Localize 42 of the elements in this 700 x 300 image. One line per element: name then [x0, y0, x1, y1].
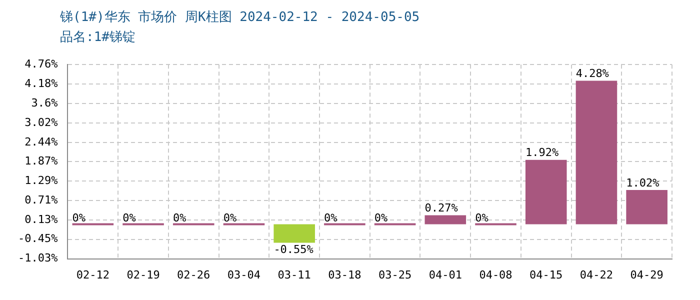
data-label: 0% — [122, 212, 136, 225]
data-label: 0% — [374, 212, 388, 225]
chart-title: 锑(1#)华东 市场价 周K柱图 2024-02-12 - 2024-05-05 — [60, 9, 421, 27]
y-tick-label: 1.29% — [24, 174, 58, 187]
y-tick-label: 3.02% — [24, 116, 58, 129]
x-tick-label: 04-08 — [479, 268, 512, 282]
x-tick-label: 04-22 — [580, 268, 614, 282]
y-tick-label: -0.45% — [18, 232, 58, 246]
data-label: 4.28% — [576, 67, 610, 80]
x-tick-label: 04-15 — [530, 268, 563, 282]
y-tick-label: -1.03% — [18, 252, 58, 265]
bar — [424, 215, 466, 224]
bar — [274, 224, 315, 243]
y-tick-label: 2.44% — [24, 135, 58, 148]
y-tick-label: 4.76% — [24, 57, 58, 70]
data-label: 0% — [72, 212, 86, 225]
chart-subtitle: 品名:1#锑锭 — [60, 29, 136, 47]
x-tick-label: 04-29 — [630, 268, 664, 282]
data-label: 0% — [475, 212, 489, 225]
y-tick-label: 0.13% — [24, 212, 58, 226]
x-tick-label: 03-04 — [227, 268, 261, 282]
x-tick-label: 02-19 — [126, 268, 160, 282]
x-tick-label: 03-18 — [328, 268, 362, 282]
x-tick-label: 03-25 — [378, 268, 412, 282]
x-tick-label: 03-11 — [278, 268, 311, 282]
bar — [626, 190, 668, 224]
x-tick-label: 04-01 — [428, 268, 462, 282]
data-label: 0% — [223, 212, 237, 225]
bar — [576, 80, 618, 224]
x-tick-label: 02-26 — [177, 268, 210, 282]
x-tick-label: 02-12 — [76, 268, 110, 282]
y-tick-label: 4.18% — [24, 76, 58, 90]
data-label: 0% — [172, 212, 187, 225]
bar — [525, 160, 567, 224]
data-label: 0% — [324, 212, 338, 225]
y-tick-label: 3.6% — [31, 96, 58, 110]
data-label: 1.02% — [626, 176, 660, 190]
y-tick-label: 0.71% — [24, 193, 58, 206]
data-label: -0.55% — [274, 243, 314, 256]
y-tick-label: 1.87% — [24, 154, 58, 168]
data-label: 1.92% — [525, 146, 559, 160]
data-label: 0.27% — [424, 202, 458, 215]
